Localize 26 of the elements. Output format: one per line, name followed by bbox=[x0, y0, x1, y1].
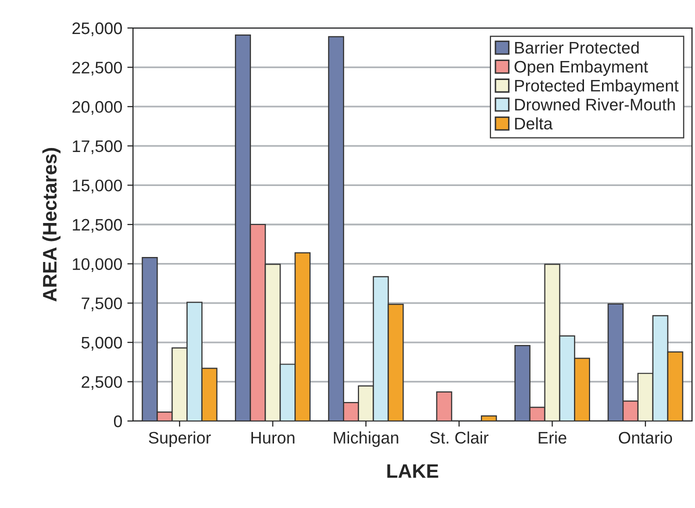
bar bbox=[480, 415, 497, 421]
y-tick-label: 15,000 bbox=[72, 180, 122, 194]
legend-label: Protected Embayment bbox=[515, 79, 679, 95]
x-tick-label: Ontario bbox=[618, 431, 672, 444]
x-tick-label: St. Clair bbox=[430, 431, 488, 444]
legend-label: Delta bbox=[515, 117, 553, 130]
y-tick-label: 22,500 bbox=[72, 62, 122, 76]
y-tick-label: 10,000 bbox=[72, 258, 122, 272]
y-tick-label: 7,500 bbox=[82, 298, 122, 312]
bar bbox=[436, 391, 452, 421]
y-tick-label: 2,500 bbox=[82, 376, 122, 390]
x-tick-label: Michigan bbox=[334, 431, 398, 447]
y-tick-label: 5,000 bbox=[82, 336, 122, 351]
y-axis-title: AREA (Hectares) bbox=[42, 148, 60, 302]
y-tick-label: 20,000 bbox=[72, 101, 122, 115]
x-axis-title: LAKE bbox=[387, 464, 438, 478]
y-tick-label: 0 bbox=[114, 415, 122, 428]
y-tick-label: 17,500 bbox=[72, 140, 122, 154]
legend-label: Barrier Protected bbox=[515, 41, 639, 54]
legend-label: Open Embayment bbox=[514, 60, 648, 76]
y-tick-label: 25,000 bbox=[72, 22, 122, 36]
x-tick-label: Erie bbox=[538, 431, 566, 444]
x-tick-label: Huron bbox=[251, 432, 294, 444]
y-tick-label: 12,500 bbox=[72, 218, 122, 233]
x-tick-label: Superior bbox=[148, 431, 211, 447]
legend-label: Drowned River-Mouth bbox=[515, 98, 675, 111]
